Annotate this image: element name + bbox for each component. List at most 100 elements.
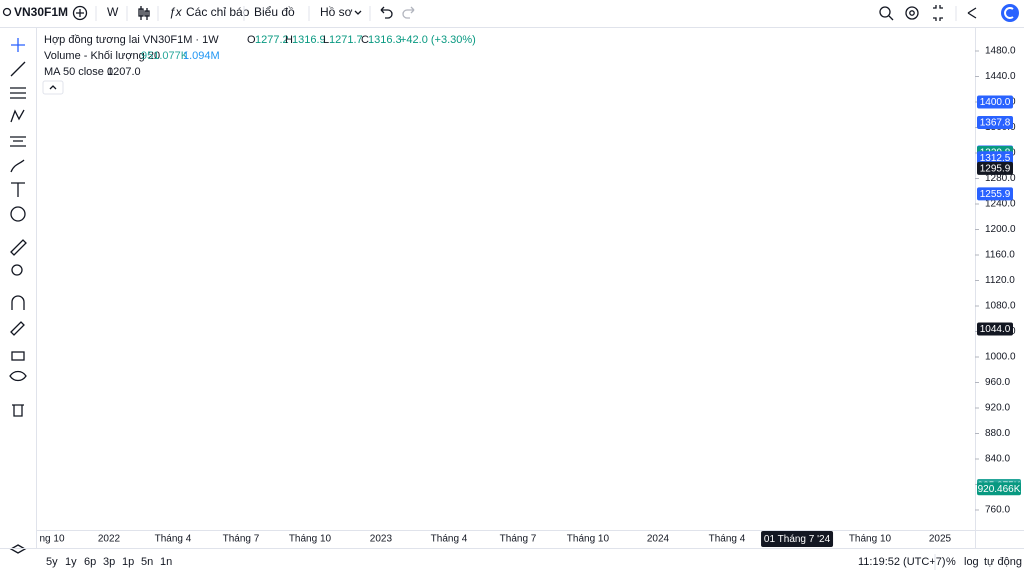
stay-drawing-tool[interactable] (10, 321, 25, 336)
y-tick-label: 920.0 (985, 403, 1010, 414)
x-tick-label: Tháng 4 (709, 534, 746, 545)
interval[interactable]: W (107, 5, 119, 19)
visibility-tool[interactable] (9, 370, 27, 382)
fib-tool[interactable] (10, 87, 26, 99)
y-tick-label: 1480.0 (985, 46, 1016, 57)
y-tick-label: 1240.0 (985, 199, 1016, 210)
object-tree[interactable] (9, 544, 27, 554)
undo-button[interactable] (380, 6, 393, 19)
text-tool[interactable] (11, 182, 25, 197)
logo-mark (1004, 7, 1014, 19)
y-tick-label: 1280.0 (985, 173, 1016, 184)
fullscreen-button[interactable] (933, 5, 943, 21)
legend-high: 1316.9 (292, 34, 326, 46)
price-tag (977, 482, 1021, 496)
price-tag (977, 187, 1013, 201)
legend-close: 1316.3 (368, 34, 402, 46)
volume-value: 951.077K (141, 50, 189, 62)
y-tick-label: 1000.0 (985, 352, 1016, 363)
overlay: Hợp đồng tương lai VN30F1M · 1W O 1277.2… (39, 34, 1021, 547)
search-icon[interactable] (2, 7, 12, 17)
range-button[interactable]: 1p (122, 556, 134, 568)
price-tag (977, 151, 1013, 165)
symbol[interactable]: VN30F1M (14, 5, 68, 19)
brush-tool[interactable] (10, 159, 25, 173)
dropdown-icon (354, 10, 362, 15)
remove-tool[interactable] (12, 404, 24, 417)
ma-value: 1207.0 (107, 66, 141, 78)
ma-legend: MA 50 close 0 (44, 66, 113, 78)
y-tick-label: 880.0 (985, 428, 1010, 439)
x-tick-label: Tháng 4 (431, 534, 468, 545)
y-tick-label: 1120.0 (985, 275, 1015, 286)
trend-line-tool[interactable] (10, 61, 26, 77)
x-tick-label: ng 10 (39, 534, 64, 545)
range-button[interactable]: 5n (141, 556, 153, 568)
price-tag (977, 161, 1013, 175)
x-tick-label: 2024 (647, 534, 670, 545)
legend-open: 1277.2 (255, 34, 289, 46)
fx-icon: ƒx (169, 5, 183, 19)
collapse-icon (49, 85, 57, 90)
x-tick-label: Tháng 7 (500, 534, 537, 545)
chart-title: Hợp đồng tương lai VN30F1M · 1W (44, 34, 219, 46)
search-chart-button[interactable] (879, 6, 891, 18)
x-tick-label: Tháng 7 (223, 534, 260, 545)
top-toolbar: VN30F1M W ƒx Các chỉ báo Biểu đồ Hồ sơ (0, 4, 1024, 28)
magnet-tool[interactable] (11, 295, 25, 310)
legend-low-key: L (323, 34, 329, 46)
legend-open-key: O (247, 34, 256, 46)
icon-tool[interactable] (10, 206, 26, 222)
price-tag-label: 920.466K (978, 484, 1021, 495)
log-toggle[interactable]: log (964, 556, 979, 568)
auto-toggle[interactable]: tự động (984, 556, 1022, 568)
compare-icon (76, 9, 84, 17)
measure-tool[interactable] (10, 239, 27, 256)
x-tick-label: Tháng 10 (289, 534, 332, 545)
bottom-bar: 11:19:52 (UTC+7) % log tự động 5y 1y 6p 3p 1… (46, 554, 1022, 570)
chart-button[interactable]: Biểu đồ (254, 5, 295, 19)
range-button[interactable]: 1y (65, 556, 77, 568)
forecast-tool[interactable] (10, 136, 26, 147)
crosshair-tool[interactable] (11, 38, 25, 52)
x-tick-label: 2025 (929, 534, 952, 545)
crosshair-time-label: 01 Tháng 7 '24 (764, 534, 831, 545)
y-tick-label: 1200.0 (985, 224, 1016, 235)
indicators-button[interactable]: Các chỉ báo (186, 5, 250, 19)
legend-change: +42.0 (+3.30%) (400, 34, 476, 46)
volume-legend: Volume - Khối lượng 20 (44, 50, 160, 62)
price-tag-label: 1367.8 (980, 118, 1011, 129)
price-tag-label: 1295.9 (980, 164, 1011, 175)
lock-tool[interactable] (11, 351, 25, 361)
clock: 11:19:52 (UTC+7) (858, 556, 946, 568)
legend-high-key: H (285, 34, 293, 46)
range-button[interactable]: 1n (160, 556, 172, 568)
range-button[interactable]: 3p (103, 556, 115, 568)
collapse-legend-button[interactable] (42, 80, 64, 95)
redo-button[interactable] (402, 6, 415, 19)
range-button[interactable]: 5y (46, 556, 58, 568)
range-button[interactable]: 6p (84, 556, 96, 568)
logo[interactable] (1001, 4, 1019, 22)
crosshair-time-tag (761, 531, 834, 547)
x-tick-label: Tháng 10 (849, 534, 892, 545)
crosshair-price-tag (977, 322, 1013, 336)
y-tick-label: 840.0 (985, 454, 1010, 465)
volume-ma-value: 1.094M (183, 50, 220, 62)
percent-toggle[interactable]: % (946, 556, 956, 568)
crosshair-price-label: 1044.0 (980, 324, 1011, 335)
legend-low: 1271.7 (329, 34, 363, 46)
pattern-tool[interactable] (10, 109, 25, 123)
price-tag (977, 95, 1013, 109)
zoom-tool[interactable] (11, 264, 23, 276)
share-button[interactable] (967, 7, 977, 19)
profile-button[interactable]: Hồ sơ (320, 5, 353, 19)
x-tick-label: Tháng 10 (567, 534, 610, 545)
left-toolbar (9, 28, 37, 554)
compare-button[interactable] (72, 5, 88, 21)
x-tick-label: 2023 (370, 534, 393, 545)
settings-button[interactable] (905, 6, 919, 20)
price-tag (977, 116, 1013, 130)
chart-type-button[interactable] (138, 6, 150, 20)
